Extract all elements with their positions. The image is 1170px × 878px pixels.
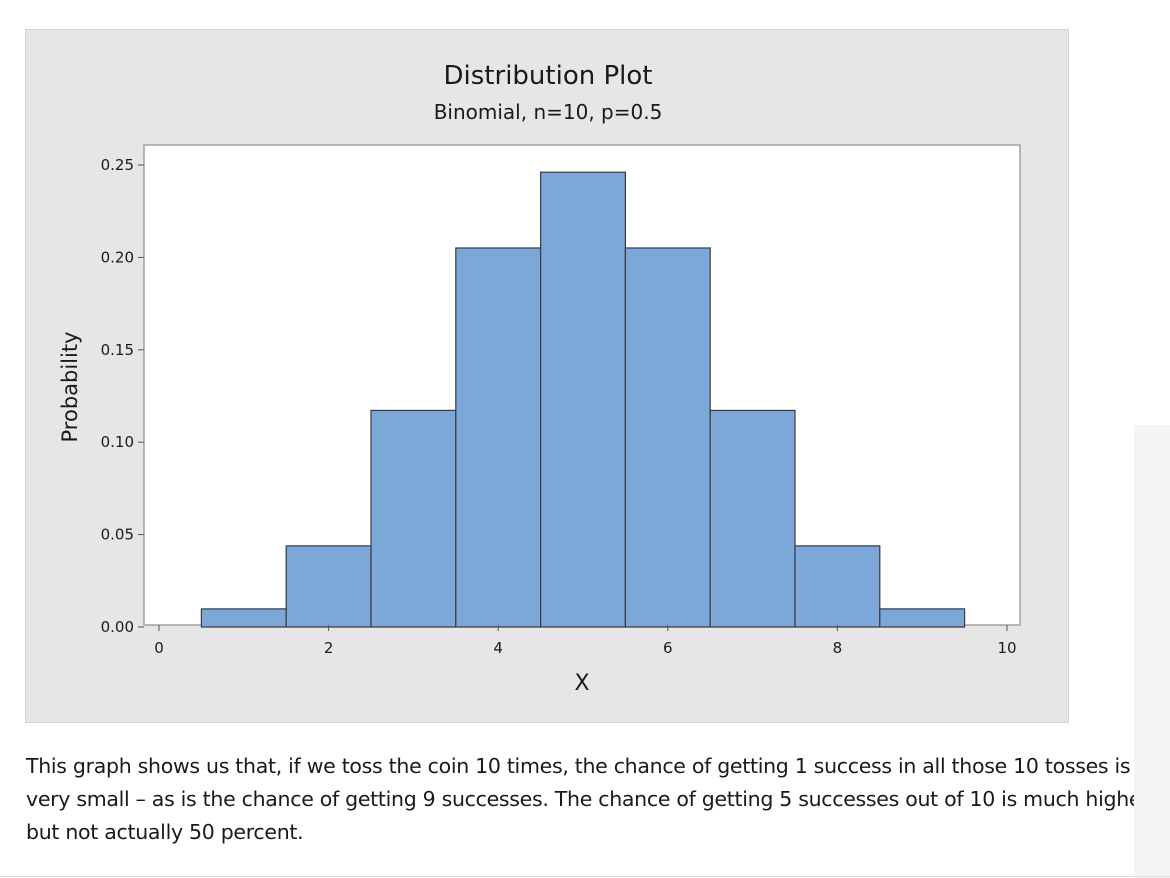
bar-x-3 <box>370 409 457 628</box>
x-tick-label: 4 <box>493 639 503 657</box>
chart-title: Distribution Plot <box>444 61 653 91</box>
bar-x-5 <box>539 171 626 628</box>
y-axis-label: Probability <box>58 331 82 442</box>
x-tick-label: 6 <box>663 639 673 657</box>
y-tick-label: 0.20 <box>101 248 134 266</box>
y-tick-label: 0.00 <box>101 618 134 636</box>
axes-layer: 0.00 0.05 0.10 0.15 0.20 0.25 0 2 4 6 8 10 <box>101 156 1017 657</box>
x-tick-label: 8 <box>833 639 843 657</box>
x-tick-label: 10 <box>997 639 1016 657</box>
bar-x-9 <box>879 608 966 628</box>
chart-panel: Distribution Plot Binomial, n=10, p=0.5 … <box>25 29 1069 723</box>
x-tick-label: 2 <box>324 639 334 657</box>
chart-subtitle: Binomial, n=10, p=0.5 <box>434 100 663 124</box>
page-divider <box>0 876 1170 877</box>
y-tick-label: 0.05 <box>101 526 134 544</box>
y-tick-label: 0.15 <box>101 341 134 359</box>
x-axis-label: X <box>574 671 589 696</box>
bar-x-6 <box>624 247 711 628</box>
bar-x-8 <box>794 545 881 628</box>
distribution-plot: Distribution Plot Binomial, n=10, p=0.5 … <box>58 61 1021 696</box>
x-tick-label: 0 <box>154 639 164 657</box>
bar-x-2 <box>285 545 372 628</box>
y-tick-label: 0.25 <box>101 156 134 174</box>
bars-layer <box>200 171 966 628</box>
page-edge-strip <box>1134 425 1170 878</box>
bar-x-1 <box>200 608 287 628</box>
bar-x-4 <box>455 247 542 628</box>
bar-x-7 <box>709 409 796 628</box>
y-tick-label: 0.10 <box>101 433 134 451</box>
caption-text: This graph shows us that, if we toss the… <box>26 754 1166 844</box>
